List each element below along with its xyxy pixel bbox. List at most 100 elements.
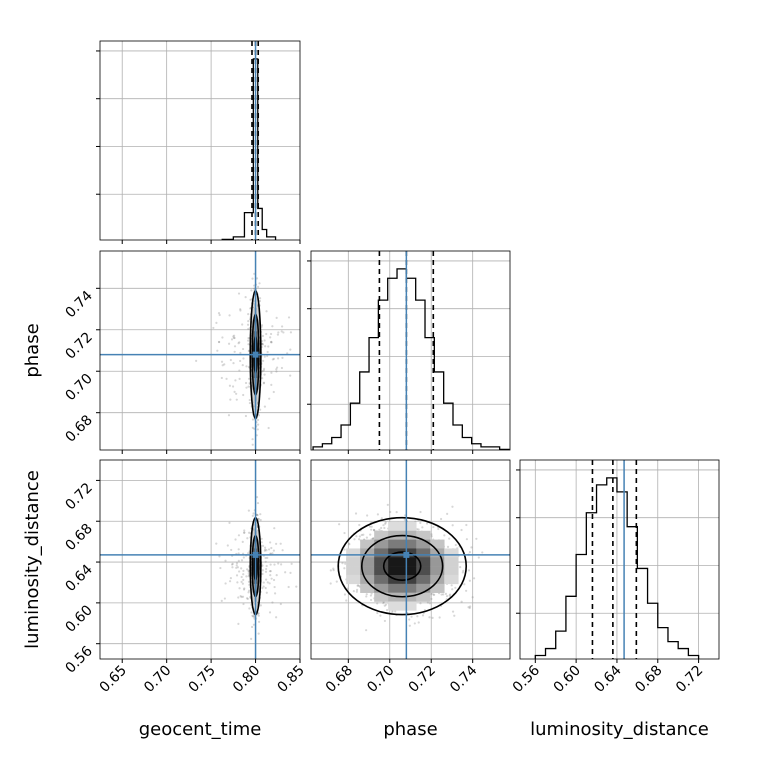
sample-point — [246, 568, 249, 571]
sample-point — [439, 517, 443, 521]
axes-layer — [96, 40, 720, 663]
histogram-geocent_time — [221, 58, 277, 241]
sample-point — [242, 573, 245, 576]
sample-point — [218, 555, 221, 558]
sample-point — [344, 562, 347, 565]
sample-point — [265, 310, 268, 313]
sample-point — [383, 526, 386, 530]
sample-point — [269, 541, 272, 544]
density-cell — [360, 539, 375, 549]
density-cell — [360, 583, 375, 593]
sample-point — [372, 528, 376, 532]
sample-point — [369, 594, 373, 597]
sample-point — [252, 305, 255, 308]
panel-frame-r2c0 — [99, 459, 301, 660]
sample-point — [263, 405, 267, 408]
sample-point — [247, 575, 250, 578]
sample-point — [365, 595, 368, 598]
sample-point — [237, 342, 240, 345]
sample-point — [273, 592, 277, 595]
sample-point — [383, 604, 386, 607]
sample-point — [259, 604, 262, 607]
sample-point — [273, 527, 276, 530]
sample-point — [260, 541, 263, 544]
density-cell — [416, 592, 431, 602]
sample-point — [219, 566, 222, 570]
y-axis-label-phase: phase — [22, 323, 43, 377]
text-layer: 0.65 0.70 0.75 0.80 0.85 0.68 0.70 0.72 0.74 0.56… — [22, 288, 709, 740]
sample-point — [341, 562, 344, 565]
sample-point — [244, 381, 248, 385]
sample-point — [453, 614, 456, 617]
sample-point — [240, 567, 243, 570]
x-tick-label-luminosity_distance: 0.72 — [673, 663, 706, 696]
sample-point — [384, 521, 387, 524]
histogram-phase — [312, 268, 510, 451]
sample-point — [232, 334, 236, 337]
sample-point — [225, 377, 228, 380]
sample-point — [241, 595, 245, 598]
sample-point — [227, 414, 231, 417]
y-axis-label-luminosity_distance: luminosity_distance — [22, 470, 43, 649]
sample-point — [358, 535, 361, 538]
sample-point — [438, 616, 441, 619]
sample-point — [459, 566, 462, 569]
sample-point — [376, 602, 379, 605]
sample-point — [440, 593, 443, 596]
sample-point — [289, 348, 292, 351]
x-tick-label-geocent_time: 0.70 — [141, 663, 174, 696]
sample-point — [270, 371, 273, 374]
density-cell — [374, 548, 389, 558]
sample-point — [195, 359, 198, 363]
sample-point — [376, 513, 379, 516]
sample-point — [454, 543, 457, 547]
x-tick-label-geocent_time: 0.80 — [230, 663, 263, 696]
sample-point — [430, 533, 433, 536]
sample-point — [232, 362, 235, 365]
sample-point — [444, 592, 448, 595]
sample-point — [250, 289, 253, 292]
y-tick-label-luminosity_distance: 0.68 — [62, 521, 95, 554]
contour-level-1 — [360, 534, 444, 598]
sample-point — [247, 327, 250, 330]
sample-point — [347, 542, 351, 545]
sample-point — [276, 333, 280, 336]
density-cell — [374, 557, 389, 567]
x-tick-label-luminosity_distance: 0.68 — [632, 663, 665, 696]
sample-point — [277, 331, 280, 334]
sample-point — [338, 523, 341, 526]
sample-point — [261, 377, 264, 380]
density-cell — [360, 566, 375, 576]
sample-point — [462, 569, 465, 572]
sample-point — [264, 345, 267, 348]
density-cell — [430, 557, 445, 567]
sample-point — [230, 563, 234, 566]
sample-point — [244, 414, 248, 418]
sample-point — [237, 548, 240, 551]
sample-point — [247, 365, 251, 368]
sample-point — [264, 556, 267, 560]
sample-point — [253, 284, 256, 287]
sample-point — [262, 381, 266, 384]
sample-point — [276, 357, 280, 360]
sample-point — [266, 556, 269, 559]
gridlines-r1c0 — [100, 251, 300, 450]
density-cell — [416, 548, 431, 558]
sample-point — [380, 517, 383, 520]
sample-point — [335, 580, 338, 583]
sample-point — [471, 596, 474, 599]
sample-point — [370, 528, 373, 531]
sample-point — [267, 548, 271, 551]
sample-point — [237, 559, 240, 562]
sample-point — [256, 501, 260, 505]
sample-point — [261, 572, 264, 576]
sample-point — [236, 566, 239, 569]
sample-point — [467, 605, 470, 609]
sample-point — [217, 311, 221, 315]
sample-point — [242, 569, 245, 572]
sample-point — [372, 537, 375, 540]
sample-point — [241, 347, 245, 351]
sample-point — [223, 363, 226, 366]
sample-point — [430, 597, 433, 601]
sample-point — [332, 567, 335, 570]
